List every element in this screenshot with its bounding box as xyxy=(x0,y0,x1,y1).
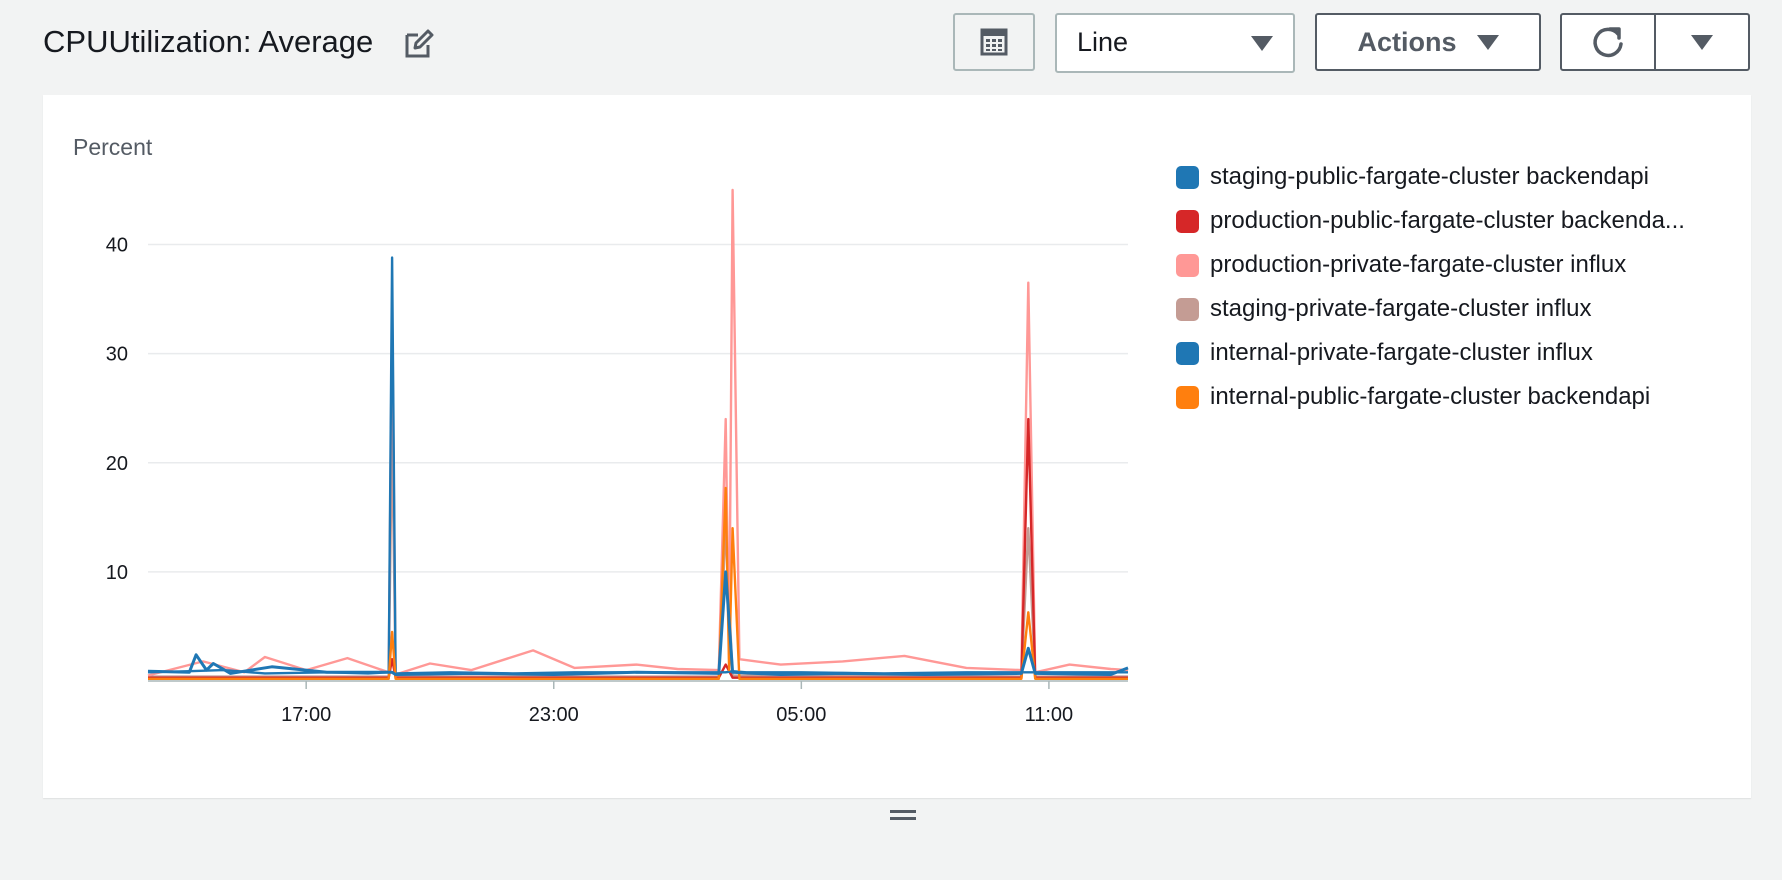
legend-swatch xyxy=(1176,385,1199,409)
y-tick-label: 40 xyxy=(106,235,128,257)
legend-item[interactable]: production-public-fargate-cluster backen… xyxy=(1176,199,1746,243)
series-line[interactable] xyxy=(148,417,1128,679)
legend-label: internal-public-fargate-cluster backenda… xyxy=(1210,383,1651,410)
legend-label: production-public-fargate-cluster backen… xyxy=(1210,207,1685,234)
y-axis-label: Percent xyxy=(73,134,153,160)
edit-icon[interactable] xyxy=(404,29,434,59)
series-line[interactable] xyxy=(148,486,1128,680)
legend-label: staging-public-fargate-cluster backendap… xyxy=(1210,163,1649,190)
caret-down-icon xyxy=(1476,34,1499,50)
refresh-button[interactable] xyxy=(1560,13,1656,71)
widget-title: CPUUtilization: Average xyxy=(43,24,374,59)
resize-handle-icon[interactable] xyxy=(890,806,916,826)
legend-label: production-private-fargate-cluster influ… xyxy=(1210,251,1627,278)
legend-item[interactable]: internal-private-fargate-cluster influx xyxy=(1176,331,1746,375)
refresh-icon xyxy=(1593,27,1623,58)
y-tick-label: 20 xyxy=(106,453,128,475)
y-tick-label: 10 xyxy=(106,562,128,584)
x-tick-label: 05:00 xyxy=(776,704,826,726)
series-line[interactable] xyxy=(147,256,1128,675)
widget-header: CPUUtilization: Average Line Actions xyxy=(0,0,1782,90)
legend-swatch xyxy=(1176,253,1199,277)
y-tick-label: 30 xyxy=(106,344,128,366)
legend-swatch xyxy=(1176,165,1199,189)
chart-legend: staging-public-fargate-cluster backendap… xyxy=(1176,155,1746,419)
legend-item[interactable]: internal-public-fargate-cluster backenda… xyxy=(1176,375,1746,419)
legend-item[interactable]: production-private-fargate-cluster influ… xyxy=(1176,243,1746,287)
legend-label: staging-private-fargate-cluster influx xyxy=(1210,295,1592,322)
actions-label: Actions xyxy=(1357,26,1457,57)
series-line[interactable] xyxy=(147,570,1129,676)
legend-label: internal-private-fargate-cluster influx xyxy=(1210,339,1593,366)
x-tick-label: 23:00 xyxy=(529,704,579,726)
legend-item[interactable]: staging-private-fargate-cluster influx xyxy=(1176,287,1746,331)
x-tick-label: 11:00 xyxy=(1025,704,1074,726)
series-line[interactable] xyxy=(148,428,1128,678)
series-line[interactable] xyxy=(147,188,1129,677)
caret-down-icon xyxy=(1251,36,1273,51)
line-chart: Percent 10 20 30 40 17:00 23:00 05:00 11:00 xyxy=(73,134,1129,726)
refresh-options-button[interactable] xyxy=(1654,13,1750,71)
legend-swatch xyxy=(1176,297,1199,321)
actions-button[interactable]: Actions xyxy=(1315,13,1541,71)
chart-panel: Percent 10 20 30 40 17:00 23:00 05:00 11:00 st… xyxy=(43,95,1751,798)
legend-swatch xyxy=(1176,209,1199,233)
chart-type-select[interactable]: Line xyxy=(1055,13,1295,73)
table-icon xyxy=(980,28,1008,56)
x-tick-label: 17:00 xyxy=(281,704,331,726)
legend-swatch xyxy=(1176,341,1199,365)
table-view-button[interactable] xyxy=(953,13,1035,71)
caret-down-icon xyxy=(1691,34,1713,50)
chart-type-value: Line xyxy=(1077,27,1129,57)
legend-item[interactable]: staging-public-fargate-cluster backendap… xyxy=(1176,155,1746,199)
